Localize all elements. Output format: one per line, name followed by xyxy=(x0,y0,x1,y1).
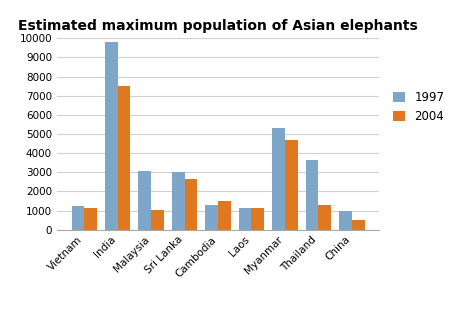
Bar xyxy=(118,86,130,230)
Bar xyxy=(84,208,97,230)
Bar xyxy=(151,210,164,230)
Bar xyxy=(72,206,84,230)
Bar xyxy=(218,201,231,230)
Bar xyxy=(285,140,298,230)
Bar xyxy=(272,128,285,230)
Bar xyxy=(339,211,352,230)
Bar xyxy=(239,208,252,230)
Bar xyxy=(205,205,218,230)
Bar xyxy=(105,42,118,230)
Bar xyxy=(184,179,197,230)
Bar xyxy=(352,220,365,230)
Bar xyxy=(138,171,151,230)
Bar xyxy=(252,208,264,230)
Bar xyxy=(172,172,184,230)
Legend: 1997, 2004: 1997, 2004 xyxy=(388,86,449,128)
Bar xyxy=(319,205,331,230)
Title: Estimated maximum population of Asian elephants: Estimated maximum population of Asian el… xyxy=(18,19,418,33)
Bar xyxy=(306,160,319,230)
